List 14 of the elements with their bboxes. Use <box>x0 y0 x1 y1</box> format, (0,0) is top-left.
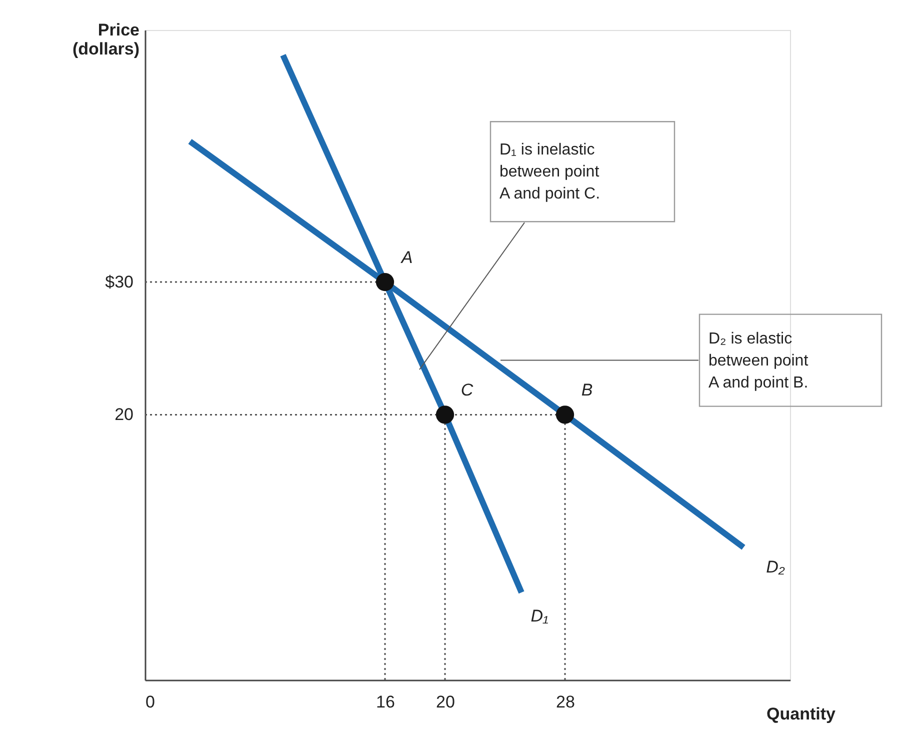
annotation: C <box>460 380 474 400</box>
y-axis-title: Price (dollars) <box>72 20 140 58</box>
x-axis-title: Quantity <box>766 704 836 724</box>
y-tick-label: $30 <box>105 272 134 292</box>
annotation: B <box>581 380 593 400</box>
x-tick-label: 28 <box>556 692 575 712</box>
x-tick-label: 0 <box>146 692 155 712</box>
series-label: D₁ <box>530 606 548 626</box>
annotation: D₂ is elastic between point A and point B. <box>708 330 809 392</box>
annotation: D₁ is inelastic between point A and point C. <box>500 142 600 203</box>
x-tick-label: 16 <box>376 692 395 712</box>
annotation: A <box>400 248 413 268</box>
x-tick-label: 20 <box>436 692 455 712</box>
series-label: D₂ <box>766 557 786 576</box>
